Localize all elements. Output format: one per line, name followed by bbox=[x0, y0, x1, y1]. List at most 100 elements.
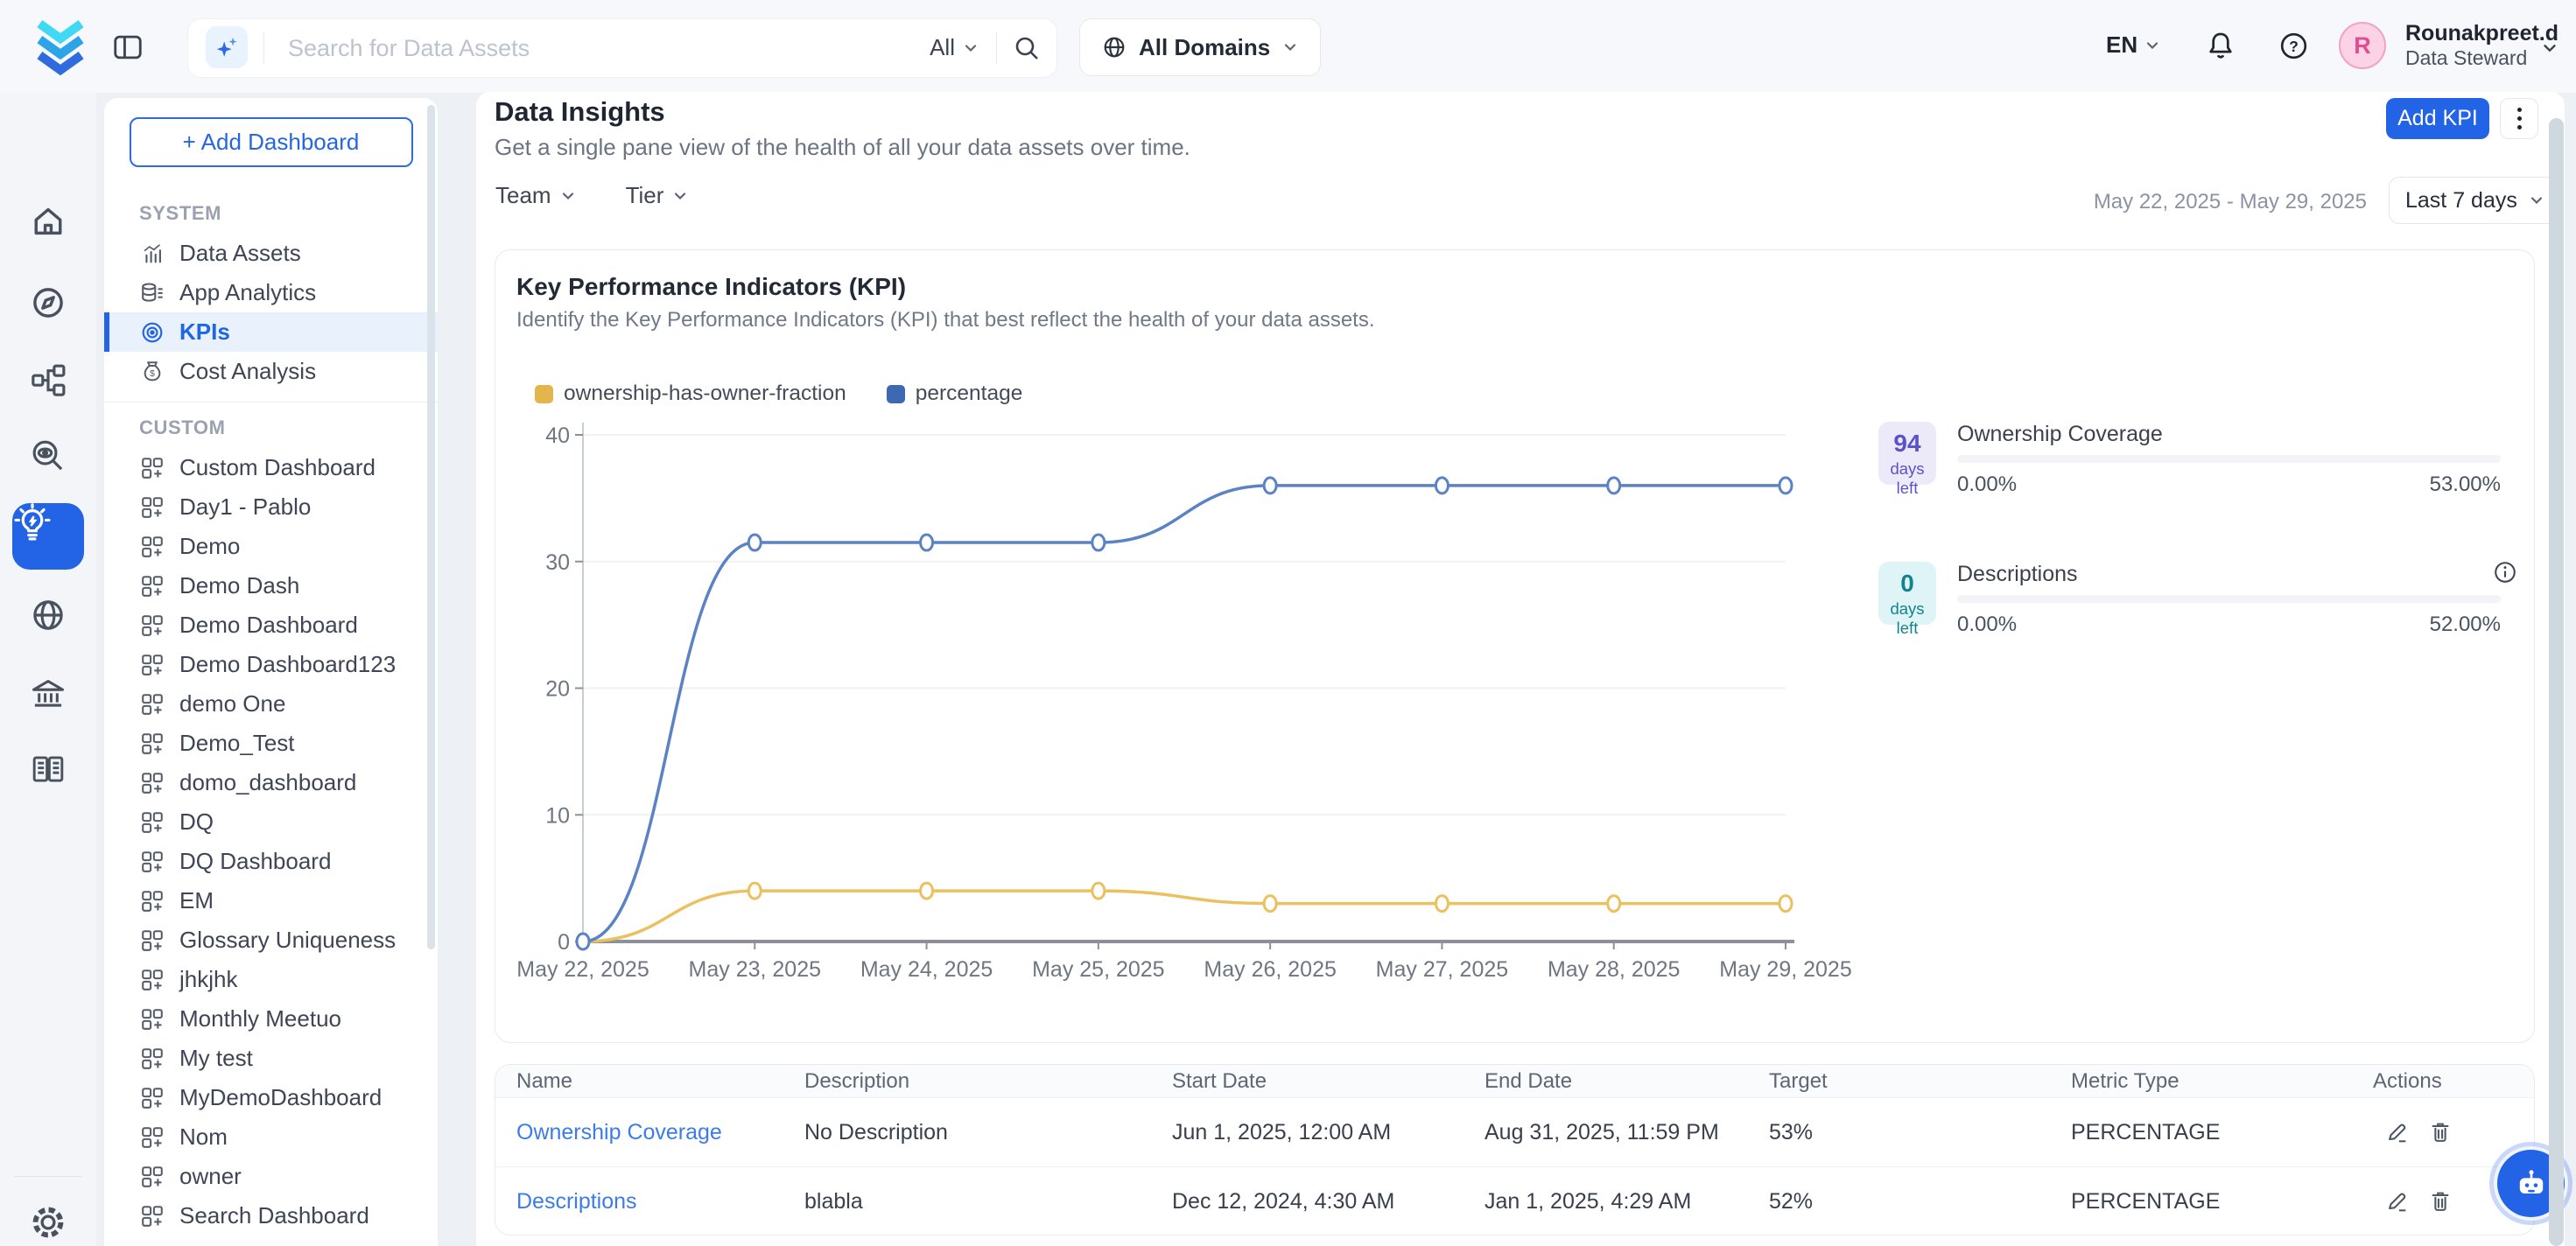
rail-item-insights[interactable] bbox=[12, 503, 84, 570]
sidebar-item-monthly-meetuo[interactable]: Monthly Meetuo bbox=[104, 999, 438, 1039]
svg-text:May 24, 2025: May 24, 2025 bbox=[860, 957, 993, 982]
language-dropdown[interactable]: EN bbox=[2106, 32, 2161, 59]
sidebar-item-glossary-uniqueness[interactable]: Glossary Uniqueness bbox=[104, 920, 438, 960]
widget-icon bbox=[139, 849, 165, 875]
rail-item-explore[interactable] bbox=[29, 284, 67, 322]
svg-text:$: $ bbox=[150, 369, 155, 379]
more-options-button[interactable] bbox=[2500, 98, 2538, 139]
rail-item-observe[interactable] bbox=[29, 437, 67, 475]
sidebar-item-kpis[interactable]: KPIs bbox=[104, 312, 438, 352]
sidebar-item-demo-dash[interactable]: Demo Dash bbox=[104, 566, 438, 606]
search-input[interactable] bbox=[286, 19, 908, 77]
sidebar-item-label: jhkjhk bbox=[179, 966, 238, 992]
sidebar-item-demo-test[interactable]: Demo_Test bbox=[104, 724, 438, 763]
delete-icon[interactable] bbox=[2427, 1119, 2453, 1145]
rail-item-lineage[interactable] bbox=[29, 360, 67, 399]
search-scope-dropdown[interactable]: All bbox=[930, 34, 979, 61]
sidebar-item-demo-dashboard[interactable]: Demo Dashboard bbox=[104, 606, 438, 645]
bulb-icon bbox=[12, 503, 84, 570]
date-range-select[interactable]: Last 7 days bbox=[2389, 177, 2562, 224]
sidebar-item-search-dashboard[interactable]: Search Dashboard bbox=[104, 1196, 438, 1236]
sidebar-item-label: Glossary Uniqueness bbox=[179, 927, 397, 953]
chevron-down-icon bbox=[1281, 38, 1299, 56]
rail-item-settings[interactable] bbox=[29, 1203, 67, 1242]
notifications-icon[interactable] bbox=[2204, 29, 2237, 62]
sidebar-item-em[interactable]: EM bbox=[104, 881, 438, 920]
sidebar-item-data-assets[interactable]: Data Assets bbox=[104, 234, 438, 273]
sidebar-item-my-test[interactable]: My test bbox=[104, 1039, 438, 1078]
sidebar-item-mydemodashboard[interactable]: MyDemoDashboard bbox=[104, 1078, 438, 1117]
info-icon[interactable] bbox=[2492, 559, 2518, 585]
tier-filter[interactable]: Tier bbox=[626, 182, 690, 209]
page-scrollbar[interactable] bbox=[2549, 118, 2564, 1246]
sidebar-item-label: EM bbox=[179, 887, 214, 914]
widget-icon bbox=[139, 928, 165, 954]
kpi-name-link[interactable]: Ownership Coverage bbox=[516, 1119, 722, 1144]
delete-icon[interactable] bbox=[2427, 1188, 2453, 1214]
widget-icon bbox=[139, 888, 165, 914]
team-filter[interactable]: Team bbox=[495, 182, 577, 209]
days-left-badge: 94 days left bbox=[1878, 422, 1936, 497]
help-icon[interactable]: ? bbox=[2278, 30, 2310, 62]
sidebar-item-demo-dashboard123[interactable]: Demo Dashboard123 bbox=[104, 645, 438, 684]
progress-bar bbox=[1957, 455, 2501, 463]
sidebar-item-dq-dashboard[interactable]: DQ Dashboard bbox=[104, 842, 438, 881]
rail-item-governance[interactable] bbox=[29, 675, 67, 713]
sidebar-item-dq[interactable]: DQ bbox=[104, 802, 438, 842]
svg-text:May 28, 2025: May 28, 2025 bbox=[1548, 957, 1681, 982]
sidebar-scrollbar[interactable] bbox=[427, 105, 435, 949]
user-menu-chevron-icon[interactable] bbox=[2540, 38, 2559, 58]
widget-icon bbox=[139, 770, 165, 796]
widget-icon bbox=[139, 967, 165, 993]
widget-icon bbox=[139, 691, 165, 718]
kpi-card: Key Performance Indicators (KPI) Identif… bbox=[495, 249, 2535, 1043]
edit-icon[interactable] bbox=[2384, 1188, 2411, 1214]
divider bbox=[263, 32, 264, 64]
search-icon[interactable] bbox=[1013, 34, 1041, 62]
kpi-line-chart: 0 10 20 30 40 May 22, 2025 May 23, 2025 May 24,… bbox=[508, 410, 1873, 987]
rail-item-home[interactable] bbox=[29, 203, 67, 242]
sidebar-item-custom-dashboard[interactable]: Custom Dashboard bbox=[104, 448, 438, 487]
widget-icon bbox=[139, 1203, 165, 1229]
cell-target: 52% bbox=[1769, 1188, 1814, 1214]
date-range-value: Last 7 days bbox=[2405, 187, 2517, 213]
avatar[interactable]: R bbox=[2339, 22, 2386, 69]
sidebar-item-demo[interactable]: Demo bbox=[104, 527, 438, 566]
rail-item-glossary[interactable] bbox=[29, 750, 67, 788]
sidebar-item-jhkjhk[interactable]: jhkjhk bbox=[104, 960, 438, 999]
sidebar-item-nom[interactable]: Nom bbox=[104, 1117, 438, 1157]
widget-icon bbox=[139, 652, 165, 678]
icon-rail bbox=[0, 93, 96, 1246]
sidebar-item-app-analytics[interactable]: App Analytics bbox=[104, 273, 438, 312]
svg-text:10: 10 bbox=[545, 803, 570, 828]
days-left-label: days left bbox=[1890, 459, 1925, 497]
sidebar-item-day1-pablo[interactable]: Day1 - Pablo bbox=[104, 487, 438, 527]
legend-item-percentage[interactable]: percentage bbox=[886, 382, 1022, 406]
legend-item-ownership-has-owner-fraction[interactable]: ownership-has-owner-fraction bbox=[535, 382, 846, 406]
divider bbox=[996, 32, 997, 64]
sidebar-item-cost-analysis[interactable]: $ Cost Analysis bbox=[104, 352, 438, 391]
sidebar-item-label: Data Assets bbox=[179, 240, 301, 266]
table-row: Ownership Coverage No Description Jun 1, 2… bbox=[495, 1098, 2534, 1166]
rail-item-domains[interactable] bbox=[29, 596, 67, 634]
sidebar-item-demo-one[interactable]: demo One bbox=[104, 684, 438, 724]
domains-dropdown[interactable]: All Domains bbox=[1079, 18, 1322, 76]
edit-icon[interactable] bbox=[2384, 1119, 2411, 1145]
sidebar-item-domo-dashboard[interactable]: domo_dashboard bbox=[104, 763, 438, 802]
add-kpi-button[interactable]: Add KPI bbox=[2386, 98, 2489, 139]
kpi-summary-ownership-coverage: 94 days left Ownership Coverage 0.00% 53… bbox=[1878, 422, 2519, 518]
sidebar-toggle-icon[interactable] bbox=[111, 31, 144, 64]
ai-sparkle-icon[interactable] bbox=[206, 26, 248, 68]
cell-metric-type: PERCENTAGE bbox=[2071, 1188, 2221, 1214]
svg-text:May 26, 2025: May 26, 2025 bbox=[1204, 957, 1337, 982]
observe-icon bbox=[29, 437, 67, 475]
progress-values: 0.00% 52.00% bbox=[1957, 612, 2501, 637]
app-logo-icon[interactable] bbox=[29, 15, 92, 78]
home-icon bbox=[29, 203, 67, 242]
add-dashboard-button[interactable]: + Add Dashboard bbox=[129, 117, 413, 167]
chart-icon bbox=[139, 241, 165, 267]
kpi-summary-title: Ownership Coverage bbox=[1957, 422, 2163, 446]
sidebar-item-owner[interactable]: owner bbox=[104, 1157, 438, 1196]
kpi-name-link[interactable]: Descriptions bbox=[516, 1188, 637, 1214]
target-value: 53.00% bbox=[2429, 472, 2501, 496]
